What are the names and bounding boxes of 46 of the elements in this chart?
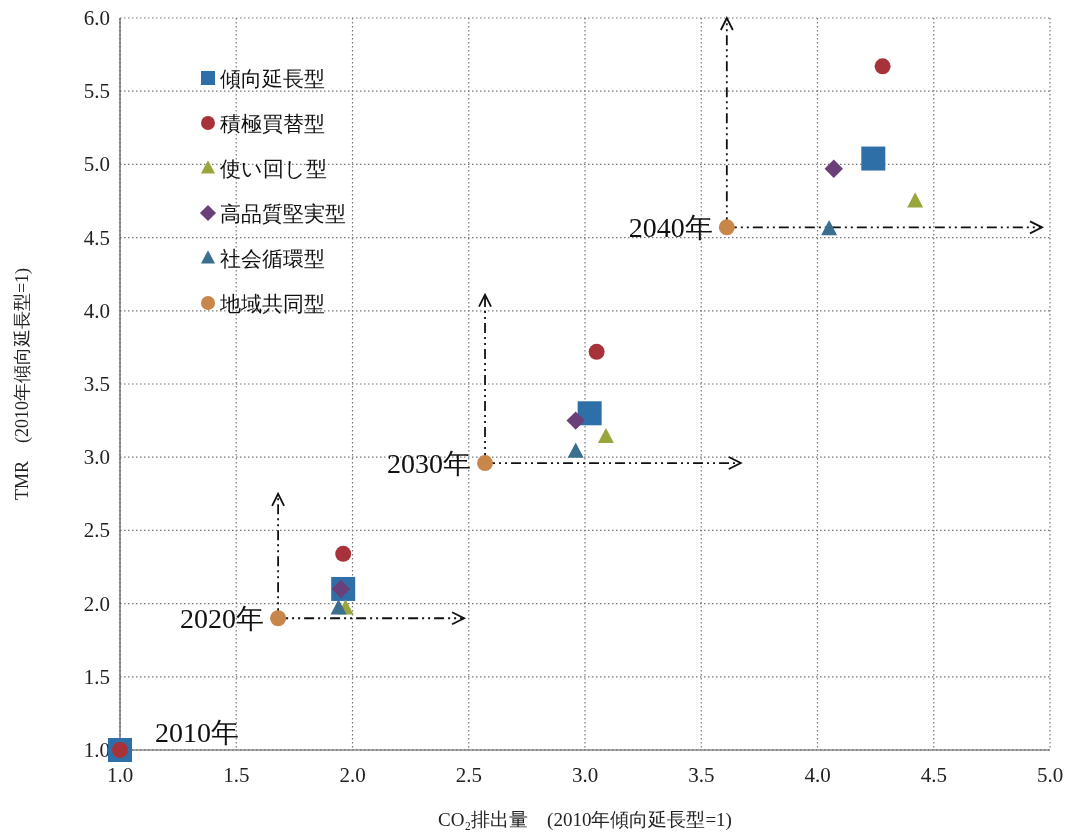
x-tick-label: 1.0: [106, 763, 134, 787]
point: [270, 610, 287, 627]
x-tick-label: 3.0: [571, 763, 599, 787]
annotation: 2040年: [628, 212, 713, 244]
x-tick-label: 2.5: [455, 763, 482, 787]
point: [577, 401, 602, 426]
annotation: 2020年: [180, 603, 265, 635]
x-tick-label: 5.0: [1036, 763, 1064, 787]
point: [477, 455, 494, 472]
x-tick-label: 2.0: [339, 763, 366, 787]
legend-label: 社会循環型: [220, 247, 325, 271]
y-tick-label: 2.5: [83, 518, 110, 543]
y-tick-label: 6.0: [83, 6, 110, 30]
point: [718, 219, 735, 236]
point: [588, 343, 605, 360]
point: [907, 192, 924, 208]
y-tick-label: 3.0: [83, 445, 110, 470]
point: [566, 411, 585, 430]
point: [821, 220, 838, 236]
y-tick-label: 1.5: [83, 664, 110, 689]
point: [597, 427, 614, 444]
legend-label: 高品質堅実型: [220, 202, 346, 226]
point: [330, 599, 347, 615]
point: [824, 159, 843, 178]
point: [335, 545, 352, 562]
x-tick-label: 1.5: [223, 763, 250, 787]
x-tick-label: 4.0: [804, 763, 831, 787]
y-axis-title: TMR (2010年傾向延長型=1): [12, 267, 33, 501]
y-tick-label: 5.5: [83, 79, 110, 104]
y-tick-label: 2.0: [83, 591, 110, 616]
point: [567, 442, 584, 458]
annotation: 2010年: [155, 717, 239, 748]
legend-label: 使い回し型: [220, 157, 327, 181]
x-tick-label: 3.5: [688, 763, 715, 787]
legend-label: 地域共同型: [219, 292, 325, 316]
legend-label: 積極買替型: [220, 112, 325, 136]
y-tick-label: 4.5: [83, 225, 110, 250]
point: [874, 58, 891, 75]
legend-label: 傾向延長型: [220, 67, 325, 91]
y-tick-label: 5.0: [83, 152, 110, 177]
x-axis-title: CO₂排出量 (2010年傾向延長型=1): [438, 809, 732, 831]
x-tick-label: 4.5: [920, 763, 947, 787]
y-tick-label: 4.0: [83, 298, 110, 323]
annotation: 2030年: [387, 448, 472, 480]
y-tick-label: 3.5: [83, 372, 110, 396]
point: [861, 146, 886, 171]
